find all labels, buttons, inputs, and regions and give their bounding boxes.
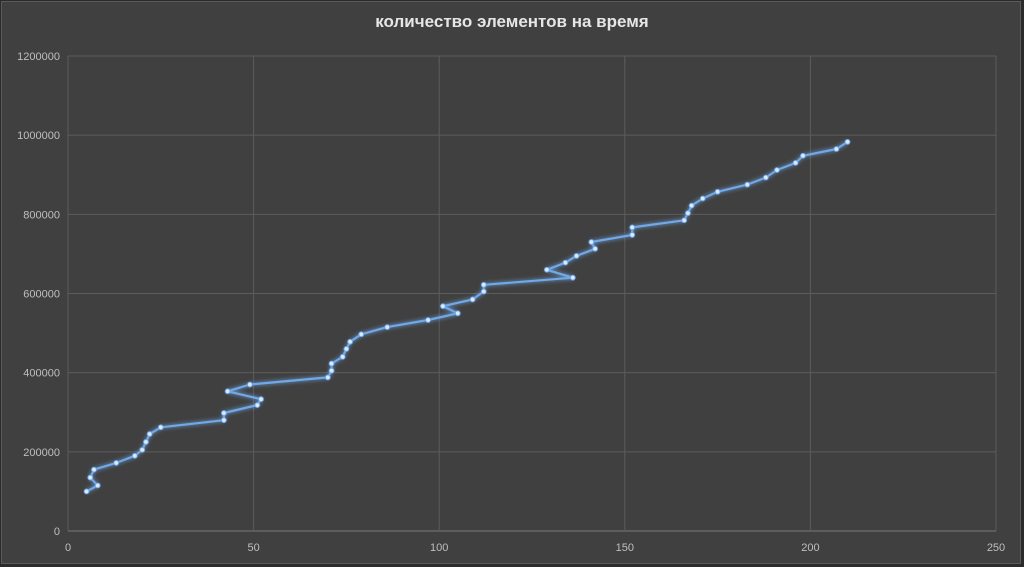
x-tick-label: 250 (987, 542, 1005, 554)
data-point (714, 188, 721, 195)
data-point (87, 474, 94, 481)
y-tick-label: 600000 (23, 289, 60, 301)
data-point (833, 146, 840, 152)
x-tick-label: 100 (430, 542, 448, 554)
data-point (324, 374, 331, 381)
series-line (86, 140, 849, 493)
data-point (221, 417, 227, 424)
data-point (246, 381, 253, 388)
data-point (629, 224, 636, 231)
data-point (469, 296, 476, 303)
data-point (685, 210, 691, 217)
data-point (629, 232, 636, 238)
data-point (592, 245, 599, 252)
y-tick-label: 200000 (23, 447, 60, 459)
data-point (384, 324, 391, 331)
data-point (143, 439, 149, 445)
data-point (569, 274, 576, 281)
data-point (131, 452, 138, 459)
y-tick-label: 800000 (23, 209, 60, 221)
x-tick-label: 150 (616, 542, 634, 554)
data-point (139, 446, 146, 453)
data-point (480, 288, 487, 295)
data-point (221, 410, 227, 416)
data-point (258, 396, 264, 403)
data-point (800, 152, 806, 159)
data-point (328, 360, 335, 367)
data-point (844, 138, 851, 145)
y-tick-label: 400000 (23, 368, 60, 380)
y-tick-label: 1000000 (17, 130, 60, 142)
data-point (699, 195, 706, 202)
y-tick-label: 1200000 (17, 51, 60, 63)
data-point (224, 388, 231, 395)
data-point (454, 310, 461, 317)
data-point (774, 167, 780, 173)
data-point (113, 460, 120, 466)
data-point (328, 367, 335, 374)
data-point (358, 331, 365, 338)
data-point (94, 482, 101, 489)
chart-title: количество элементов на время (375, 12, 649, 31)
x-tick-label: 200 (801, 542, 819, 554)
data-point (480, 281, 487, 288)
data-point (688, 202, 695, 209)
data-point (588, 239, 595, 245)
y-tick-label: 0 (54, 526, 60, 538)
data-point (543, 266, 550, 273)
data-point (347, 338, 354, 345)
data-point (562, 259, 569, 266)
data-point (744, 181, 751, 188)
x-tick-label: 50 (247, 542, 259, 554)
data-point (762, 174, 769, 181)
data-point (157, 424, 164, 431)
data-point (425, 317, 431, 323)
data-point (792, 159, 799, 166)
data-point (254, 402, 261, 409)
data-point (681, 217, 688, 224)
data-point (146, 431, 153, 437)
data-point (573, 252, 580, 259)
data-point (339, 353, 346, 360)
data-point (83, 488, 90, 495)
data-point (91, 466, 97, 473)
data-point (343, 346, 350, 352)
data-point (440, 303, 446, 310)
x-tick-label: 0 (65, 542, 71, 554)
